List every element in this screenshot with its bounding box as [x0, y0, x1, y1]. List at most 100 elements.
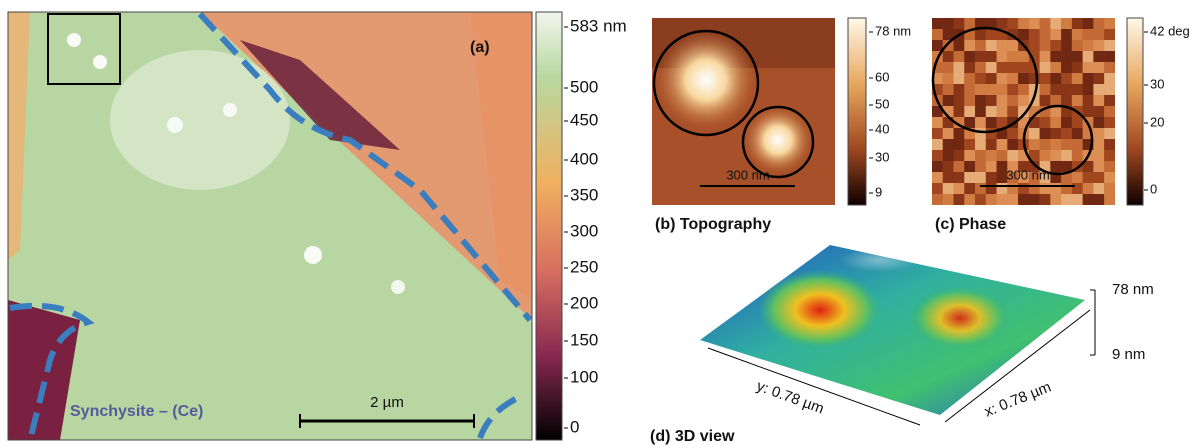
- colorbar-tick-label: 40: [875, 121, 889, 136]
- pixel: [986, 194, 997, 205]
- pixel: [1072, 172, 1083, 183]
- pixel: [964, 150, 975, 161]
- pixel: [1061, 139, 1072, 150]
- pixel: [943, 161, 954, 172]
- pixel: [975, 73, 986, 84]
- particle: [391, 280, 405, 294]
- colorbar-tick-label: 9: [875, 184, 882, 199]
- pixel: [1093, 161, 1104, 172]
- pixel: [975, 84, 986, 95]
- pixel: [997, 150, 1008, 161]
- pixel: [964, 62, 975, 73]
- pixel: [932, 139, 943, 150]
- pixel: [1018, 62, 1029, 73]
- pixel: [1093, 128, 1104, 139]
- pixel: [1050, 194, 1061, 205]
- pixel: [1083, 51, 1094, 62]
- figure: (a) Synchysite – (Ce) 2 µm 300 nm (b) To…: [0, 0, 1200, 448]
- pixel: [954, 150, 965, 161]
- particle: [167, 117, 183, 133]
- pixel: [975, 117, 986, 128]
- pixel: [1029, 183, 1040, 194]
- pixel: [975, 95, 986, 106]
- pixel: [943, 172, 954, 183]
- pixel: [1018, 29, 1029, 40]
- pixel: [1018, 18, 1029, 29]
- pixel: [1083, 62, 1094, 73]
- pixel: [964, 183, 975, 194]
- pixel: [986, 73, 997, 84]
- pixel: [954, 106, 965, 117]
- colorbar-tick-label: 0: [1150, 181, 1157, 196]
- pixel: [932, 183, 943, 194]
- z-label: 9 nm: [1112, 346, 1145, 363]
- pixel: [975, 183, 986, 194]
- pixel: [1072, 40, 1083, 51]
- pixel: [943, 62, 954, 73]
- pixel: [1007, 106, 1018, 117]
- pixel: [975, 161, 986, 172]
- pixel: [1040, 29, 1051, 40]
- pixel: [986, 150, 997, 161]
- pixel: [1104, 84, 1115, 95]
- colorbar-tick-label: 300: [570, 221, 598, 240]
- panel-label: (a): [470, 39, 490, 56]
- pixel: [1061, 18, 1072, 29]
- pixel: [1029, 40, 1040, 51]
- pixel: [1007, 51, 1018, 62]
- pixel: [964, 84, 975, 95]
- pixel: [1050, 18, 1061, 29]
- pixel: [932, 161, 943, 172]
- pixel: [986, 161, 997, 172]
- pixel: [975, 62, 986, 73]
- pixel: [1050, 150, 1061, 161]
- pixel: [1050, 84, 1061, 95]
- pixel: [986, 172, 997, 183]
- pixel: [1093, 73, 1104, 84]
- pixel: [1007, 183, 1018, 194]
- pixel: [1040, 183, 1051, 194]
- pixel: [1007, 18, 1018, 29]
- pixel: [986, 62, 997, 73]
- pixel: [1040, 194, 1051, 205]
- pixel: [964, 18, 975, 29]
- pixel: [1040, 73, 1051, 84]
- pixel: [932, 172, 943, 183]
- pixel: [1093, 18, 1104, 29]
- pixel: [1007, 194, 1018, 205]
- mineral-label: Synchysite – (Ce): [70, 403, 203, 420]
- pixel: [1061, 161, 1072, 172]
- pixel: [1007, 95, 1018, 106]
- colorbar-tick-label: 30: [1150, 76, 1164, 91]
- pixel: [975, 150, 986, 161]
- pixel: [1072, 117, 1083, 128]
- pixel: [1040, 150, 1051, 161]
- pixel: [1072, 62, 1083, 73]
- pixel: [1050, 183, 1061, 194]
- pixel: [1007, 150, 1018, 161]
- pixel: [964, 194, 975, 205]
- pixel: [964, 73, 975, 84]
- pixel: [1093, 172, 1104, 183]
- particle: [304, 246, 322, 264]
- colorbar-tick-label: 78 nm: [875, 23, 911, 38]
- pixel: [1083, 106, 1094, 117]
- pixel: [1093, 40, 1104, 51]
- scale-bar-label: 300 nm: [726, 167, 769, 182]
- pixel: [1040, 117, 1051, 128]
- pixel: [943, 95, 954, 106]
- pixel: [1093, 95, 1104, 106]
- pixel: [1007, 73, 1018, 84]
- colorbar-tick-label: 42 deg: [1150, 23, 1190, 38]
- pixel: [1072, 18, 1083, 29]
- panel-d: 78 nm 9 nm y: 0.78 µm x: 0.78 µm (d) 3D …: [650, 245, 1154, 445]
- pixel: [997, 18, 1008, 29]
- pixel: [964, 139, 975, 150]
- colorbar-tick-label: 0: [570, 417, 579, 436]
- pixel: [1072, 150, 1083, 161]
- pixel: [932, 194, 943, 205]
- pixel: [986, 128, 997, 139]
- pixel: [964, 51, 975, 62]
- pixel: [1072, 84, 1083, 95]
- pixel: [1050, 73, 1061, 84]
